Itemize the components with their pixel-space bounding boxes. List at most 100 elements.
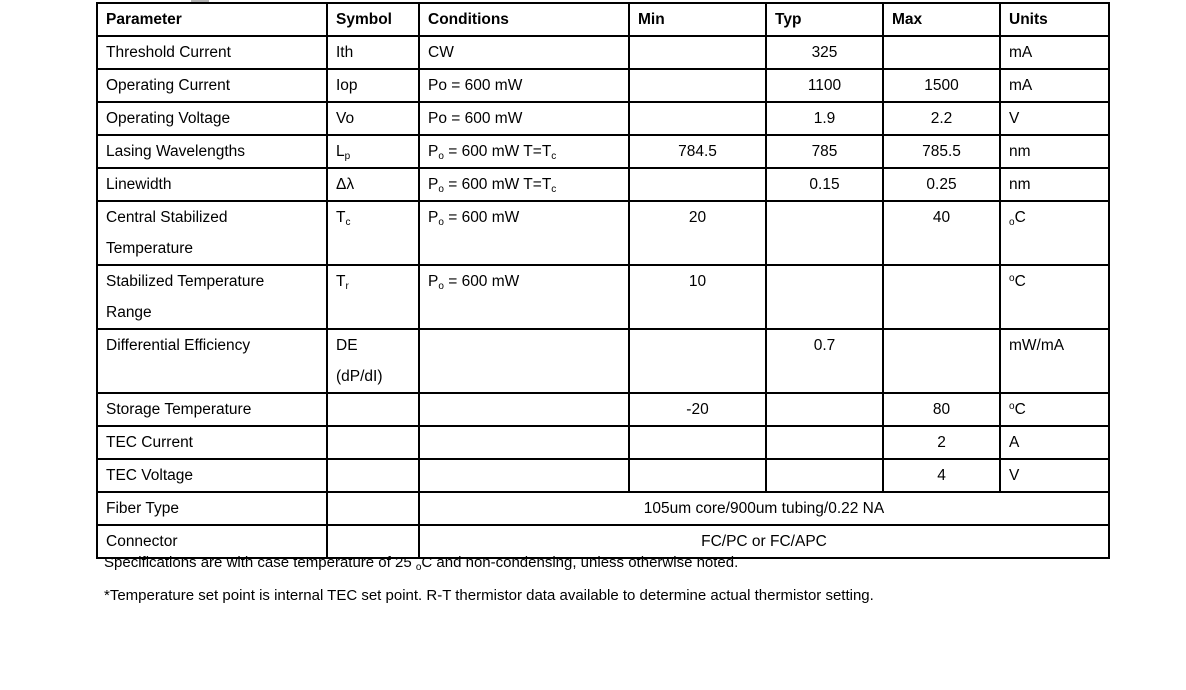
cell-units: mA <box>999 35 1110 70</box>
page-edge-artifact <box>191 0 209 2</box>
cell-parameter: Connector <box>96 524 328 559</box>
cell-conditions: Po = 600 mW T=Tc <box>418 134 630 169</box>
cell-typ: 1.9 <box>765 101 884 136</box>
cell-symbol: Ith <box>326 35 420 70</box>
table-row-merged: Connector FC/PC or FC/APC <box>96 524 1110 559</box>
cell-min <box>628 458 767 493</box>
cell-max <box>882 264 1001 330</box>
table-row: Central Stabilized Temperature Tc Po = 6… <box>96 200 1110 266</box>
cell-typ: 325 <box>765 35 884 70</box>
cell-max <box>882 328 1001 394</box>
cell-symbol: Tc <box>326 200 420 266</box>
cell-min: 20 <box>628 200 767 266</box>
table-row: Operating Current Iop Po = 600 mW 1100 1… <box>96 68 1110 103</box>
cell-min: 10 <box>628 264 767 330</box>
table-row: Differential Efficiency DE (dP/dI) 0.7 m… <box>96 328 1110 394</box>
column-header-max: Max <box>882 2 1001 37</box>
column-header-parameter: Parameter <box>96 2 328 37</box>
column-header-conditions: Conditions <box>418 2 630 37</box>
cell-max: 2.2 <box>882 101 1001 136</box>
table-row: Storage Temperature -20 80 oC <box>96 392 1110 427</box>
cell-parameter: Central Stabilized Temperature <box>96 200 328 266</box>
cell-max: 40 <box>882 200 1001 266</box>
table-row: Stabilized Temperature Range Tr Po = 600… <box>96 264 1110 330</box>
cell-min <box>628 68 767 103</box>
column-header-symbol: Symbol <box>326 2 420 37</box>
cell-units: oC <box>999 200 1110 266</box>
cell-max: 80 <box>882 392 1001 427</box>
column-header-units: Units <box>999 2 1110 37</box>
cell-max: 1500 <box>882 68 1001 103</box>
cell-symbol: DE (dP/dI) <box>326 328 420 394</box>
cell-max <box>882 35 1001 70</box>
cell-max: 0.25 <box>882 167 1001 202</box>
cell-parameter: Operating Current <box>96 68 328 103</box>
cell-symbol: Δλ <box>326 167 420 202</box>
cell-typ: 0.15 <box>765 167 884 202</box>
cell-typ <box>765 458 884 493</box>
cell-conditions <box>418 425 630 460</box>
table-row: Lasing Wavelengths Lp Po = 600 mW T=Tc 7… <box>96 134 1110 169</box>
cell-conditions <box>418 328 630 394</box>
cell-max: 2 <box>882 425 1001 460</box>
table-row: Threshold Current Ith CW 325 mA <box>96 35 1110 70</box>
cell-parameter: TEC Voltage <box>96 458 328 493</box>
cell-symbol: Tr <box>326 264 420 330</box>
cell-merged-value: 105um core/900um tubing/0.22 NA <box>418 491 1110 526</box>
table-row: Linewidth Δλ Po = 600 mW T=Tc 0.15 0.25 … <box>96 167 1110 202</box>
cell-typ: 1100 <box>765 68 884 103</box>
cell-units: A <box>999 425 1110 460</box>
cell-typ <box>765 200 884 266</box>
cell-symbol <box>326 524 420 559</box>
cell-min <box>628 425 767 460</box>
table-row: Operating Voltage Vo Po = 600 mW 1.9 2.2… <box>96 101 1110 136</box>
cell-conditions: Po = 600 mW <box>418 101 630 136</box>
cell-parameter: Operating Voltage <box>96 101 328 136</box>
cell-symbol <box>326 425 420 460</box>
cell-units: oC <box>999 392 1110 427</box>
cell-conditions: CW <box>418 35 630 70</box>
cell-symbol <box>326 458 420 493</box>
cell-typ <box>765 264 884 330</box>
table-row-merged: Fiber Type 105um core/900um tubing/0.22 … <box>96 491 1110 526</box>
cell-symbol: Vo <box>326 101 420 136</box>
cell-conditions <box>418 458 630 493</box>
cell-units: V <box>999 101 1110 136</box>
cell-parameter: Fiber Type <box>96 491 328 526</box>
cell-conditions: Po = 600 mW T=Tc <box>418 167 630 202</box>
column-header-typ: Typ <box>765 2 884 37</box>
cell-typ: 0.7 <box>765 328 884 394</box>
cell-symbol <box>326 392 420 427</box>
cell-parameter: Linewidth <box>96 167 328 202</box>
table-row: TEC Current 2 A <box>96 425 1110 460</box>
cell-conditions: Po = 600 mW <box>418 68 630 103</box>
cell-min <box>628 35 767 70</box>
header-row: Parameter Symbol Conditions Min Typ Max … <box>96 2 1110 37</box>
cell-parameter: Stabilized Temperature Range <box>96 264 328 330</box>
footnote-case-temperature: Specifications are with case temperature… <box>104 554 739 573</box>
cell-min <box>628 328 767 394</box>
cell-symbol: Lp <box>326 134 420 169</box>
cell-units: mW/mA <box>999 328 1110 394</box>
cell-parameter: TEC Current <box>96 425 328 460</box>
cell-symbol: Iop <box>326 68 420 103</box>
cell-merged-value: FC/PC or FC/APC <box>418 524 1110 559</box>
cell-max: 785.5 <box>882 134 1001 169</box>
specifications-table: Parameter Symbol Conditions Min Typ Max … <box>96 2 1110 559</box>
cell-units: V <box>999 458 1110 493</box>
cell-typ <box>765 392 884 427</box>
column-header-min: Min <box>628 2 767 37</box>
cell-max: 4 <box>882 458 1001 493</box>
cell-typ <box>765 425 884 460</box>
cell-units: mA <box>999 68 1110 103</box>
cell-min: 784.5 <box>628 134 767 169</box>
cell-parameter: Threshold Current <box>96 35 328 70</box>
cell-units: nm <box>999 134 1110 169</box>
cell-conditions: Po = 600 mW <box>418 200 630 266</box>
cell-min <box>628 101 767 136</box>
cell-units: oC <box>999 264 1110 330</box>
cell-typ: 785 <box>765 134 884 169</box>
cell-min: -20 <box>628 392 767 427</box>
cell-parameter: Storage Temperature <box>96 392 328 427</box>
